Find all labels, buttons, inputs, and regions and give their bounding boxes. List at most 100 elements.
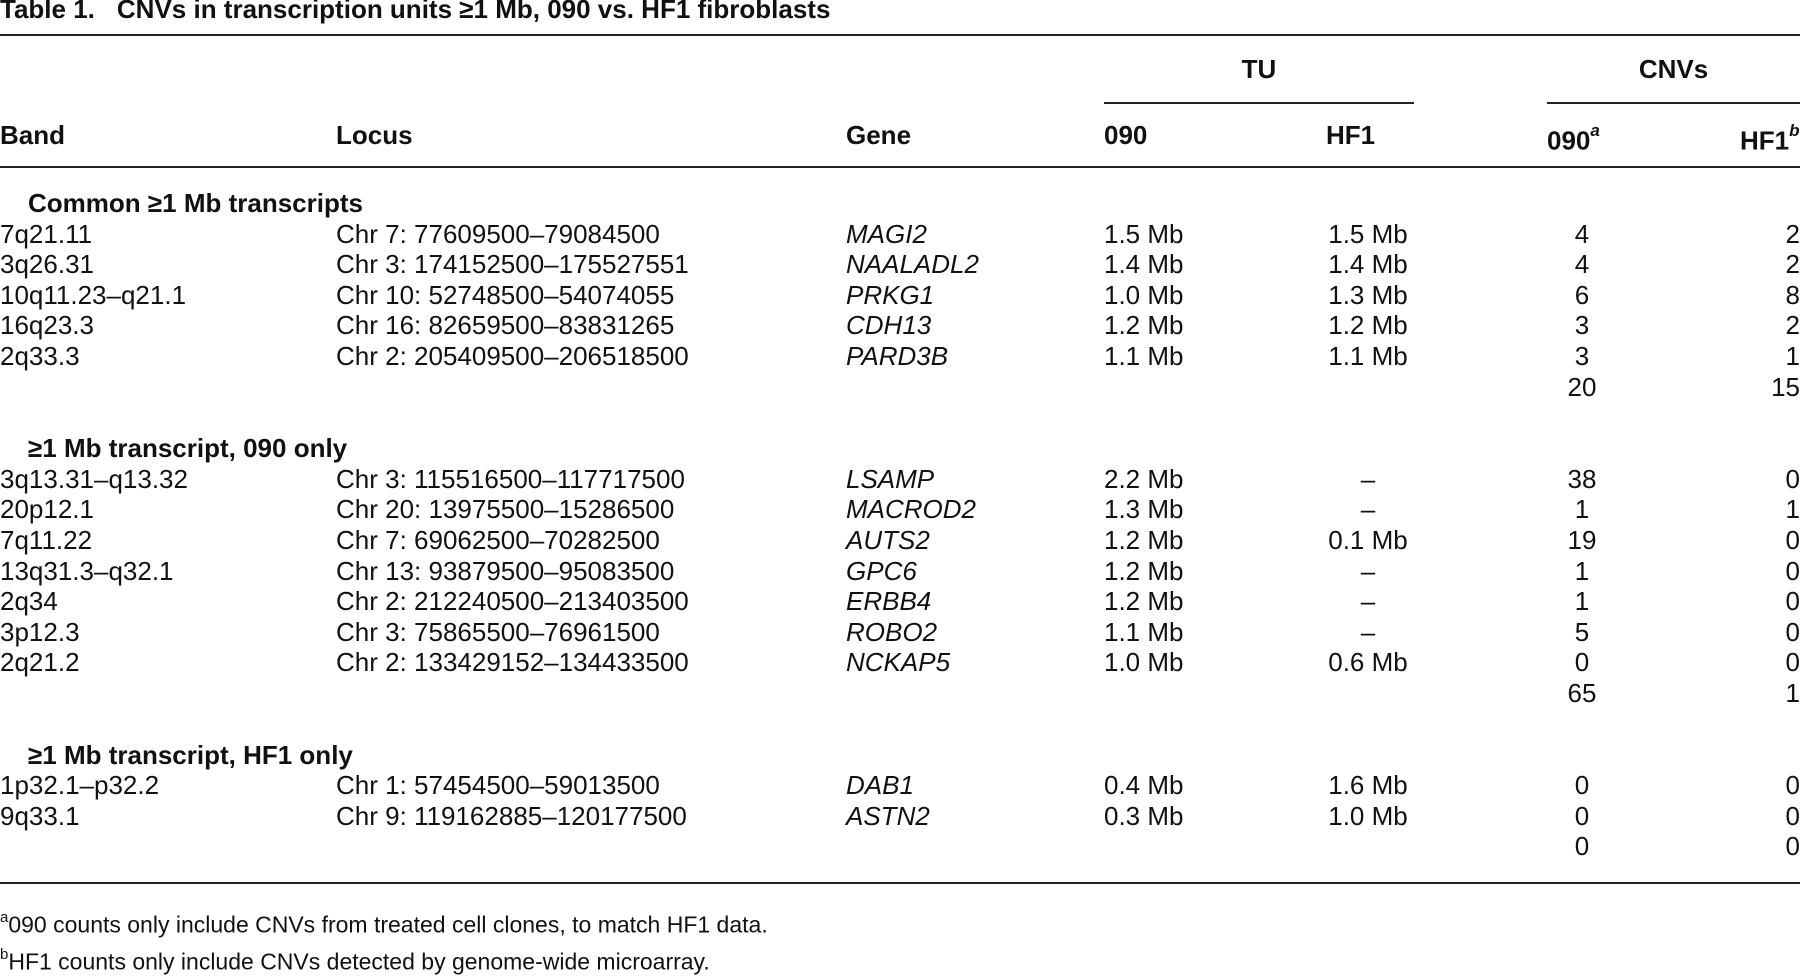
cell-tu-hf1: – <box>1360 586 1376 617</box>
cell-tu-090: 1.5 Mb <box>1104 218 1184 249</box>
footnote-text: 090 counts only include CNVs from treate… <box>8 911 768 938</box>
cell-cnvs-090: 3 <box>1574 340 1590 371</box>
cell-band: 9q33.1 <box>0 800 80 831</box>
cell-gene: LSAMP <box>846 463 935 494</box>
cell-locus: Chr 2: 205409500–206518500 <box>336 340 689 371</box>
section-row: Common ≥1 Mb transcripts <box>0 188 1800 219</box>
header-locus: Locus <box>336 120 413 150</box>
cell-tu-hf1: 1.5 Mb <box>1328 218 1408 249</box>
header-cnvs-hf1-label: HF1 <box>1740 125 1790 156</box>
cell-tu-090: 1.1 Mb <box>1104 340 1184 371</box>
cell-tu-hf1: – <box>1360 494 1376 525</box>
total-cnvs-hf1: 15 <box>1771 371 1800 402</box>
table-row: 3q26.31 Chr 3: 174152500–175527551 NAALADL… <box>0 249 1800 280</box>
cell-locus: Chr 3: 75865500–76961500 <box>336 616 660 647</box>
header-tu-hf1: HF1 <box>1326 120 1376 150</box>
footnote-line: bHF1 counts only include CNVs detected b… <box>0 941 768 977</box>
cell-cnvs-090: 0 <box>1574 800 1590 831</box>
table-row: 13q31.3–q32.1 Chr 13: 93879500–95083500 GP… <box>0 556 1800 587</box>
cell-cnvs-090: 4 <box>1574 218 1590 249</box>
table-row: 3q13.31–q13.32 Chr 3: 115516500–117717500… <box>0 464 1800 495</box>
table-row: 10q11.23–q21.1 Chr 10: 52748500–54074055 P… <box>0 280 1800 311</box>
total-cnvs-090: 0 <box>1574 831 1590 862</box>
cell-tu-090: 1.2 Mb <box>1104 555 1184 586</box>
cell-tu-090: 1.2 Mb <box>1104 524 1184 555</box>
cell-tu-090: 1.1 Mb <box>1104 616 1184 647</box>
footnote-mark-b: b <box>1789 121 1800 140</box>
cell-cnvs-090: 1 <box>1574 586 1590 617</box>
cell-band: 7q21.11 <box>0 218 93 249</box>
cell-band: 3q13.31–q13.32 <box>0 463 188 494</box>
cell-band: 10q11.23–q21.1 <box>0 279 187 310</box>
cell-tu-hf1: 0.1 Mb <box>1328 524 1408 555</box>
cell-tu-090: 0.4 Mb <box>1104 770 1184 801</box>
cell-gene: MACROD2 <box>846 494 977 525</box>
cell-band: 2q33.3 <box>0 340 80 371</box>
cell-locus: Chr 10: 52748500–54074055 <box>336 279 675 310</box>
cell-locus: Chr 2: 212240500–213403500 <box>336 586 689 617</box>
cnvs-group-rule <box>1547 102 1800 104</box>
table-row: 1p32.1–p32.2 Chr 1: 57454500–59013500 DAB1… <box>0 770 1800 801</box>
cell-tu-090: 1.0 Mb <box>1104 279 1184 310</box>
table-row: 2q21.2 Chr 2: 133429152–134433500 NCKAP5 1.… <box>0 647 1800 678</box>
cell-locus: Chr 2: 133429152–134433500 <box>336 647 689 678</box>
header-cnvs-group: CNVs <box>1638 54 1709 84</box>
cell-cnvs-hf1: 0 <box>1785 555 1800 586</box>
cell-band: 13q31.3–q32.1 <box>0 555 174 586</box>
cell-gene: ERBB4 <box>846 586 932 617</box>
cell-tu-090: 1.0 Mb <box>1104 647 1184 678</box>
table-row: 16q23.3 Chr 16: 82659500–83831265 CDH13 1.2… <box>0 310 1800 341</box>
total-cnvs-090: 65 <box>1567 677 1597 708</box>
section-row: ≥1 Mb transcript, 090 only <box>0 433 1800 464</box>
table-row: 2q34 Chr 2: 212240500–213403500 ERBB4 1.2 M… <box>0 586 1800 617</box>
top-rule <box>0 34 1800 36</box>
header-cnvs-hf1: HF1b <box>1740 120 1800 156</box>
cell-cnvs-hf1: 2 <box>1785 218 1800 249</box>
cell-cnvs-hf1: 1 <box>1785 494 1800 525</box>
cell-locus: Chr 9: 119162885–120177500 <box>336 800 687 831</box>
cell-cnvs-hf1: 2 <box>1785 310 1800 341</box>
header-cnvs-090-label: 090 <box>1547 125 1591 156</box>
cell-cnvs-090: 19 <box>1567 524 1597 555</box>
footnote-text: HF1 counts only include CNVs detected by… <box>8 948 710 975</box>
cell-band: 3q26.31 <box>0 249 94 280</box>
table-caption: Table 1. CNVs in transcription units ≥1 M… <box>0 0 830 26</box>
cell-cnvs-hf1: 0 <box>1785 770 1800 801</box>
cell-tu-hf1: 1.2 Mb <box>1328 310 1408 341</box>
footnote-mark-a: a <box>1590 121 1600 140</box>
cell-tu-hf1: – <box>1360 555 1376 586</box>
cell-band: 7q11.22 <box>0 524 93 555</box>
cell-gene: PRKG1 <box>846 279 935 310</box>
cell-gene: ROBO2 <box>846 616 938 647</box>
bottom-rule <box>0 882 1800 884</box>
cell-cnvs-hf1: 0 <box>1785 800 1800 831</box>
cell-band: 20p12.1 <box>0 494 94 525</box>
cell-cnvs-hf1: 0 <box>1785 463 1800 494</box>
table-row: 3p12.3 Chr 3: 75865500–76961500 ROBO2 1.1 M… <box>0 617 1800 648</box>
cell-cnvs-090: 4 <box>1574 249 1590 280</box>
cell-cnvs-hf1: 2 <box>1785 249 1800 280</box>
cell-gene: CDH13 <box>846 310 932 341</box>
total-cnvs-hf1: 0 <box>1785 831 1800 862</box>
table-caption-label: Table 1. <box>0 0 95 24</box>
cell-cnvs-090: 3 <box>1574 310 1590 341</box>
cell-cnvs-hf1: 0 <box>1785 647 1800 678</box>
header-rule <box>0 166 1800 168</box>
total-cnvs-090: 20 <box>1567 371 1597 402</box>
cell-gene: GPC6 <box>846 555 917 586</box>
cell-gene: PARD3B <box>846 340 949 371</box>
cell-gene: NCKAP5 <box>846 647 951 678</box>
cell-tu-hf1: 1.1 Mb <box>1328 340 1408 371</box>
cell-gene: AUTS2 <box>846 524 930 555</box>
header-tu-090: 090 <box>1104 120 1148 150</box>
cell-cnvs-090: 1 <box>1574 555 1590 586</box>
table-row: 7q21.11 Chr 7: 77609500–79084500 MAGI2 1.5 … <box>0 219 1800 250</box>
cell-cnvs-hf1: 0 <box>1785 524 1800 555</box>
cell-tu-hf1: 1.0 Mb <box>1328 800 1408 831</box>
cell-tu-hf1: – <box>1360 463 1376 494</box>
cell-cnvs-090: 38 <box>1567 463 1597 494</box>
total-cnvs-hf1: 1 <box>1785 677 1800 708</box>
cell-locus: Chr 13: 93879500–95083500 <box>336 555 675 586</box>
table-row: 9q33.1 Chr 9: 119162885–120177500 ASTN2 0.3… <box>0 801 1800 832</box>
